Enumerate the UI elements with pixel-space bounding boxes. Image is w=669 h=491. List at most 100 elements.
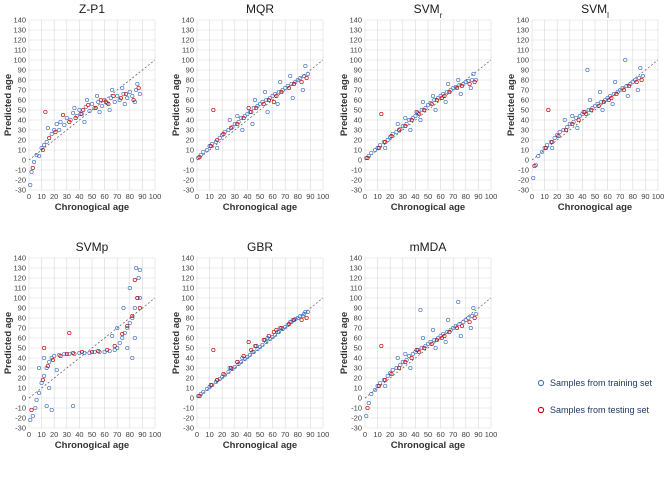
train-point [305, 71, 310, 77]
train-point [52, 353, 57, 359]
test-point [136, 85, 141, 91]
train-point [28, 182, 33, 188]
x-tick-label: 50 [256, 430, 264, 439]
test-point [208, 143, 213, 149]
train-point [117, 340, 122, 346]
panel-svml: -30-20-100102030405060708090100110120130… [506, 2, 664, 213]
train-point [130, 93, 135, 99]
reference-line [364, 59, 492, 161]
y-tick-label: 40 [354, 116, 362, 125]
x-tick-label: 90 [474, 430, 482, 439]
x-tick-label: 50 [88, 192, 96, 201]
test-point [246, 105, 251, 111]
train-point [640, 73, 645, 79]
train-point [611, 91, 616, 97]
test-point [383, 377, 388, 383]
y-tick-label: -20 [15, 176, 26, 185]
test-point [576, 117, 581, 123]
test-point [71, 350, 76, 356]
train-point [97, 109, 102, 115]
train-point [28, 417, 33, 423]
y-tick-label: 30 [521, 126, 529, 135]
test-point [550, 139, 555, 145]
train-point [115, 93, 120, 99]
panels-group: -30-20-100102030405060708090100110120130… [3, 2, 664, 451]
train-point [62, 351, 67, 357]
y-tick-label: 70 [354, 324, 362, 333]
y-tick-label: 60 [354, 334, 362, 343]
x-tick-label: 60 [100, 192, 108, 201]
test-point [67, 119, 72, 125]
train-point [432, 97, 437, 103]
train-point [64, 115, 69, 121]
test-point [439, 95, 444, 101]
train-point [42, 142, 47, 148]
y-tick-label: 20 [186, 136, 194, 145]
y-tick-label: 0 [190, 156, 194, 165]
x-tick-label: 10 [205, 192, 213, 201]
y-tick-label: 70 [354, 86, 362, 95]
train-point [83, 104, 88, 110]
test-point [42, 345, 47, 351]
test-point [274, 93, 279, 99]
y-tick-label: 0 [358, 156, 362, 165]
y-tick-label: -10 [15, 404, 26, 413]
y-tick-label: 100 [516, 56, 529, 65]
train-point [410, 351, 415, 357]
train-point [395, 121, 400, 127]
test-point [532, 163, 537, 169]
x-tick-label: 90 [641, 192, 649, 201]
y-tick-label: 0 [358, 394, 362, 403]
y-axis-label: Predicted age [339, 312, 350, 374]
train-point [295, 315, 300, 321]
train-point [385, 137, 390, 143]
y-tick-label: 50 [521, 106, 529, 115]
legend-marker [537, 379, 545, 387]
train-point [458, 333, 463, 339]
train-point [107, 348, 112, 354]
y-axis-label: Predicted age [3, 74, 14, 136]
train-point [369, 391, 374, 397]
x-tick-label: 0 [27, 192, 31, 201]
train-point [288, 73, 293, 79]
test-point [563, 127, 569, 133]
train-point [468, 325, 473, 331]
train-point [373, 147, 378, 153]
x-tick-label: 30 [566, 192, 574, 201]
test-point [131, 97, 136, 103]
train-point [548, 139, 553, 145]
x-tick-label: 100 [485, 430, 498, 439]
x-tick-label: 100 [317, 192, 330, 201]
y-tick-label: 120 [516, 36, 529, 45]
y-tick-label: 100 [13, 294, 26, 303]
test-point [403, 359, 408, 365]
train-point [275, 101, 280, 107]
x-tick-label: 80 [294, 192, 302, 201]
train-point [132, 305, 137, 311]
x-tick-label: 20 [218, 192, 226, 201]
x-tick-label: 30 [231, 192, 239, 201]
x-tick-label: 0 [530, 192, 534, 201]
x-tick-label: 40 [243, 192, 251, 201]
x-tick-label: 30 [63, 430, 71, 439]
train-point [383, 383, 388, 389]
test-point [249, 347, 254, 353]
test-point [422, 107, 427, 113]
train-point [403, 351, 408, 357]
y-tick-label: 20 [354, 136, 362, 145]
test-point [365, 405, 370, 411]
test-point [125, 323, 130, 329]
test-point [60, 112, 66, 118]
train-point [400, 123, 405, 129]
y-tick-label: 70 [521, 86, 529, 95]
test-point [447, 329, 452, 335]
train-point [82, 350, 87, 356]
test-point [570, 121, 575, 127]
train-point [575, 125, 580, 131]
train-point [62, 122, 67, 128]
x-tick-label: 80 [462, 192, 470, 201]
train-point [420, 335, 426, 341]
train-point [260, 342, 265, 348]
train-point [57, 127, 62, 133]
y-tick-label: -30 [351, 424, 362, 433]
